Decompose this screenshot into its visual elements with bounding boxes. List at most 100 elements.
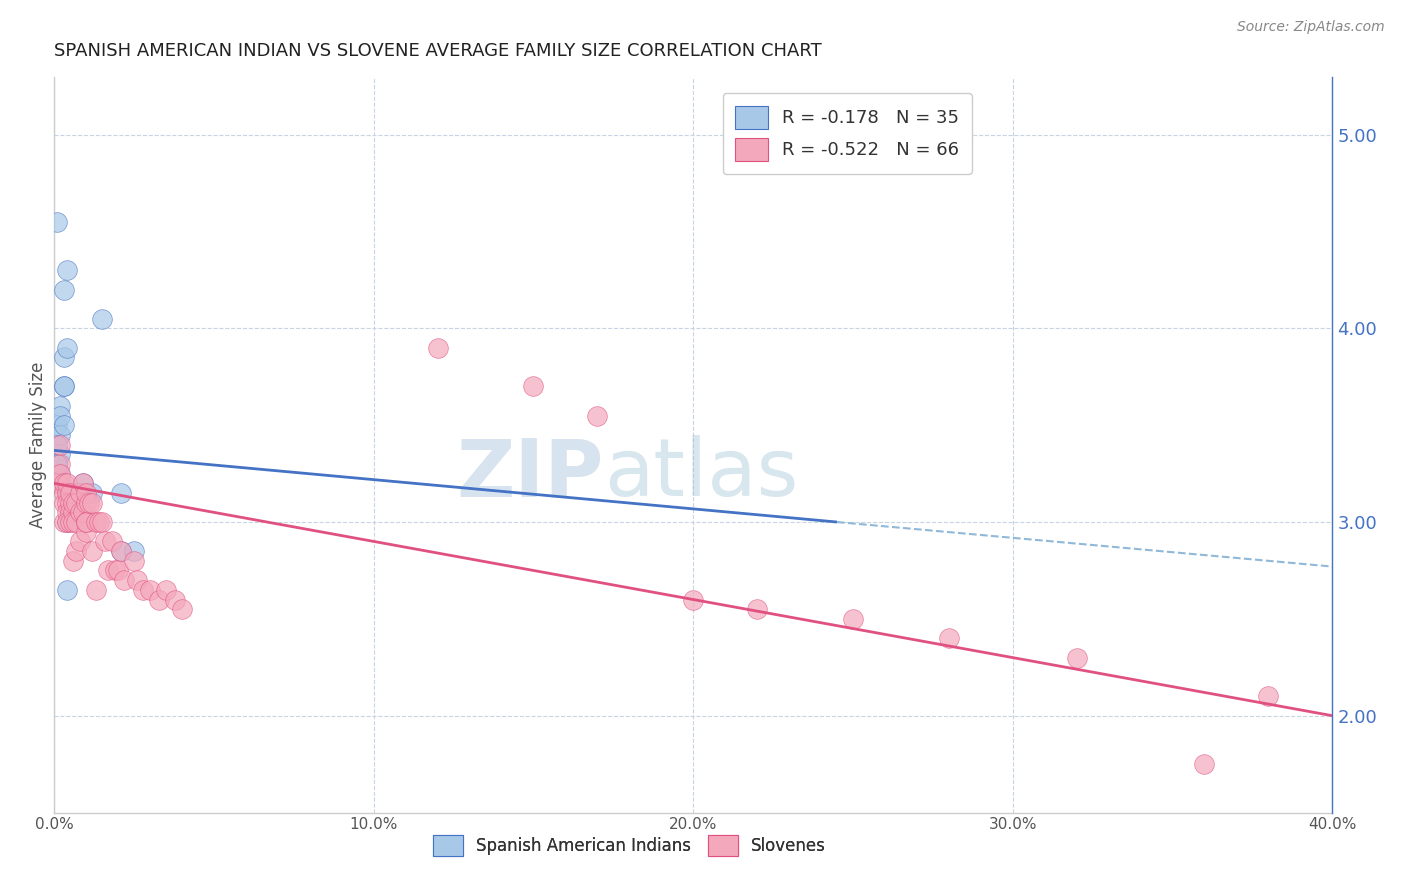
Point [49, 457, 72, 471]
Point [745, 602, 768, 616]
Point [46, 467, 69, 481]
Point [84, 515, 107, 529]
Point [127, 573, 149, 587]
Point [56, 263, 79, 277]
Point [59, 486, 82, 500]
Point [148, 592, 170, 607]
Point [97, 564, 120, 578]
Point [62, 505, 84, 519]
Point [65, 486, 87, 500]
Point [52, 379, 75, 393]
Point [52, 476, 75, 491]
Legend: Spanish American Indians, Slovenes: Spanish American Indians, Slovenes [426, 829, 832, 863]
Point [52, 283, 75, 297]
Point [62, 496, 84, 510]
Point [75, 515, 97, 529]
Point [682, 592, 704, 607]
Point [52, 515, 75, 529]
Point [52, 496, 75, 510]
Point [56, 515, 79, 529]
Point [75, 486, 97, 500]
Point [110, 544, 132, 558]
Point [49, 476, 72, 491]
Point [46, 457, 69, 471]
Point [56, 505, 79, 519]
Point [82, 486, 104, 500]
Point [938, 632, 960, 646]
Point [82, 544, 104, 558]
Point [842, 612, 865, 626]
Point [49, 467, 72, 481]
Point [100, 534, 122, 549]
Text: atlas: atlas [603, 435, 799, 513]
Point [1066, 650, 1088, 665]
Point [75, 515, 97, 529]
Point [65, 515, 87, 529]
Point [104, 564, 127, 578]
Point [75, 496, 97, 510]
Point [522, 379, 544, 393]
Point [65, 496, 87, 510]
Point [52, 379, 75, 393]
Point [46, 457, 69, 471]
Point [170, 602, 193, 616]
Point [586, 409, 609, 423]
Point [82, 496, 104, 510]
Point [110, 544, 132, 558]
Point [62, 505, 84, 519]
Point [94, 534, 117, 549]
Point [1257, 690, 1279, 704]
Point [49, 467, 72, 481]
Point [56, 582, 79, 597]
Point [56, 486, 79, 500]
Point [59, 505, 82, 519]
Point [59, 496, 82, 510]
Point [52, 486, 75, 500]
Point [112, 573, 135, 587]
Point [72, 476, 94, 491]
Point [46, 437, 69, 451]
Point [155, 582, 177, 597]
Point [1194, 757, 1216, 772]
Point [122, 554, 145, 568]
Point [69, 505, 91, 519]
Point [46, 457, 69, 471]
Point [139, 582, 162, 597]
Point [75, 524, 97, 539]
Point [107, 564, 129, 578]
Point [56, 515, 79, 529]
Point [46, 476, 69, 491]
Point [65, 505, 87, 519]
Point [84, 582, 107, 597]
Point [59, 505, 82, 519]
Y-axis label: Average Family Size: Average Family Size [30, 361, 46, 528]
Point [49, 399, 72, 413]
Point [72, 476, 94, 491]
Point [46, 215, 69, 229]
Point [69, 534, 91, 549]
Point [59, 486, 82, 500]
Text: SPANISH AMERICAN INDIAN VS SLOVENE AVERAGE FAMILY SIZE CORRELATION CHART: SPANISH AMERICAN INDIAN VS SLOVENE AVERA… [53, 42, 821, 60]
Point [62, 515, 84, 529]
Point [65, 544, 87, 558]
Point [132, 582, 155, 597]
Point [426, 341, 449, 355]
Point [49, 437, 72, 451]
Point [49, 409, 72, 423]
Text: Source: ZipAtlas.com: Source: ZipAtlas.com [1237, 20, 1385, 34]
Point [46, 418, 69, 433]
Point [56, 341, 79, 355]
Point [62, 554, 84, 568]
Point [56, 486, 79, 500]
Point [56, 476, 79, 491]
Point [59, 515, 82, 529]
Point [77, 496, 100, 510]
Point [72, 505, 94, 519]
Point [91, 311, 114, 326]
Point [91, 515, 114, 529]
Point [110, 486, 132, 500]
Point [165, 592, 187, 607]
Point [49, 428, 72, 442]
Point [46, 457, 69, 471]
Point [87, 515, 110, 529]
